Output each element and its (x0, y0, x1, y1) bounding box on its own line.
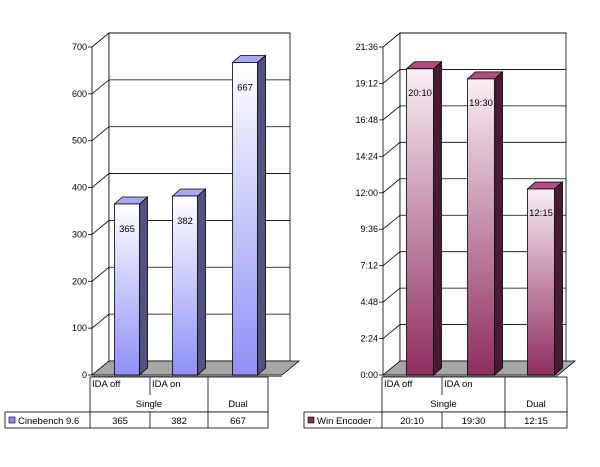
y-tick-label: 4:48 (360, 297, 378, 307)
category-box (89, 376, 269, 413)
y-tick-label: 14:24 (355, 151, 378, 161)
bar-front (467, 78, 495, 376)
category-label: IDA off (92, 379, 121, 390)
y-tick-label: 21:36 (355, 42, 378, 52)
group-label: Single (136, 399, 162, 410)
y-tick-label: 200 (72, 276, 87, 286)
gridline (91, 79, 290, 95)
gridline (91, 126, 290, 142)
gridline (382, 32, 566, 48)
gridline (91, 32, 290, 48)
bar-front (527, 188, 555, 376)
category-label: IDA on (444, 379, 473, 390)
legend-swatch (307, 416, 315, 424)
table-value: 667 (230, 416, 246, 427)
bar (466, 71, 504, 376)
y-tick-label: 500 (72, 136, 87, 146)
bar (405, 60, 443, 376)
y-tick-label: 300 (72, 229, 87, 239)
bar-front (232, 62, 258, 376)
legend-label: Cinebench 9.6 (18, 416, 79, 427)
data-table: Win Encoder 20:10 19:30 12:15 (303, 411, 568, 429)
data-label: 667 (237, 82, 253, 93)
y-tick-label: 0 (82, 370, 87, 380)
gridline (382, 105, 566, 121)
data-label: 12:15 (529, 208, 553, 219)
gridline (382, 287, 566, 303)
gridline (91, 313, 290, 329)
data-label: 20:10 (408, 88, 432, 99)
legend-label: Win Encoder (317, 416, 371, 427)
category-box (381, 376, 568, 413)
y-tick-label: 2:24 (360, 334, 378, 344)
gridline (382, 324, 566, 339)
gridline (382, 178, 566, 194)
table-value: 20:10 (400, 416, 424, 427)
y-tick-label: 9:36 (360, 224, 378, 234)
category-table: IDA off IDA on Single Dual (381, 376, 568, 413)
legend-swatch (8, 416, 16, 424)
bar-front (114, 203, 140, 376)
left-wall (91, 32, 110, 376)
data-label: 19:30 (469, 98, 493, 109)
y-tick-label: 19:12 (355, 78, 378, 88)
bar-side (433, 60, 442, 376)
gridline (382, 251, 566, 266)
data-table-row (303, 411, 568, 429)
data-label: 365 (119, 224, 135, 235)
group-label: Dual (526, 399, 546, 410)
y-tick-label: 12:00 (355, 188, 378, 198)
y-tick-label: 600 (72, 89, 87, 99)
y-tick-label: 7:12 (360, 261, 378, 271)
table-value: 12:15 (524, 416, 548, 427)
bar (231, 54, 267, 376)
group-label: Dual (228, 399, 248, 410)
floor-edge (383, 375, 558, 377)
chart-2: 0:00 2:24 4:48 7:12 9:36 12:00 14:24 16:48 19:12… (303, 32, 577, 429)
bar-side (139, 196, 148, 376)
gridline (91, 173, 290, 188)
bar-front (172, 195, 198, 376)
bar (171, 188, 207, 376)
bar (113, 196, 149, 376)
gridline (382, 69, 566, 84)
table-value: 365 (112, 416, 128, 427)
table-value: 382 (171, 416, 187, 427)
y-tick-label: 0:00 (360, 370, 378, 380)
y-tick-label: 100 (72, 323, 87, 333)
data-table-row (4, 411, 269, 429)
category-label: IDA off (384, 379, 413, 390)
y-tick-label: 700 (72, 42, 87, 52)
bar-side (197, 188, 206, 376)
left-wall (382, 32, 401, 376)
y-tick-label: 400 (72, 183, 87, 193)
category-label: IDA on (152, 379, 181, 390)
y-tick-label: 16:48 (355, 115, 378, 125)
bar-side (494, 71, 503, 376)
bar (526, 181, 564, 376)
data-label: 382 (177, 216, 193, 227)
category-table: IDA off IDA on Single Dual (89, 376, 269, 413)
bar-front (406, 68, 434, 376)
gridline (382, 141, 566, 157)
data-table: Cinebench 9.6 365 382 667 (4, 411, 269, 429)
bar-side (257, 54, 266, 376)
gridline (382, 214, 566, 230)
group-label: Single (430, 399, 456, 410)
gridline (91, 220, 290, 235)
table-value: 19:30 (462, 416, 486, 427)
bar-side (554, 181, 563, 376)
gridline (91, 266, 290, 282)
